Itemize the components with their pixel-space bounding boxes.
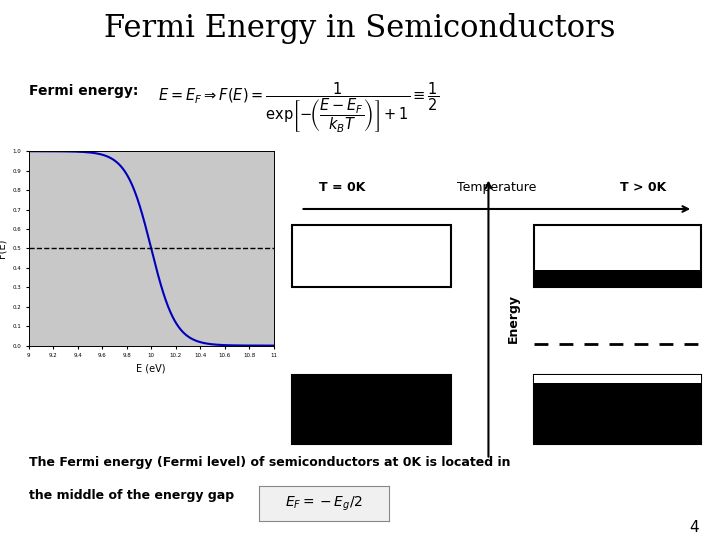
Bar xyxy=(534,375,701,444)
Text: T = 0K: T = 0K xyxy=(319,180,366,193)
Text: Fermi energy:: Fermi energy: xyxy=(29,84,138,98)
Text: $E_F = -E_g/2$: $E_F = -E_g/2$ xyxy=(285,495,363,512)
Text: The Fermi energy (Fermi level) of semiconductors at 0K is located in: The Fermi energy (Fermi level) of semico… xyxy=(29,456,510,469)
Bar xyxy=(534,225,701,287)
Bar xyxy=(534,270,701,287)
Y-axis label: F(E): F(E) xyxy=(0,239,7,258)
Text: Fermi Energy in Semiconductors: Fermi Energy in Semiconductors xyxy=(104,14,616,44)
Text: Energy: Energy xyxy=(507,294,520,343)
Bar xyxy=(534,375,701,383)
X-axis label: E (eV): E (eV) xyxy=(137,364,166,374)
Text: the middle of the energy gap: the middle of the energy gap xyxy=(29,489,234,502)
Bar xyxy=(292,225,451,287)
Text: $E = E_F \Rightarrow F(E) = \dfrac{1}{\exp\!\left[-\!\left(\dfrac{E-E_F}{k_BT}\r: $E = E_F \Rightarrow F(E) = \dfrac{1}{\e… xyxy=(158,81,439,135)
Text: 4: 4 xyxy=(689,519,698,535)
Text: T > 0K: T > 0K xyxy=(620,180,666,193)
Text: Temperature: Temperature xyxy=(457,180,536,193)
Bar xyxy=(292,375,451,444)
